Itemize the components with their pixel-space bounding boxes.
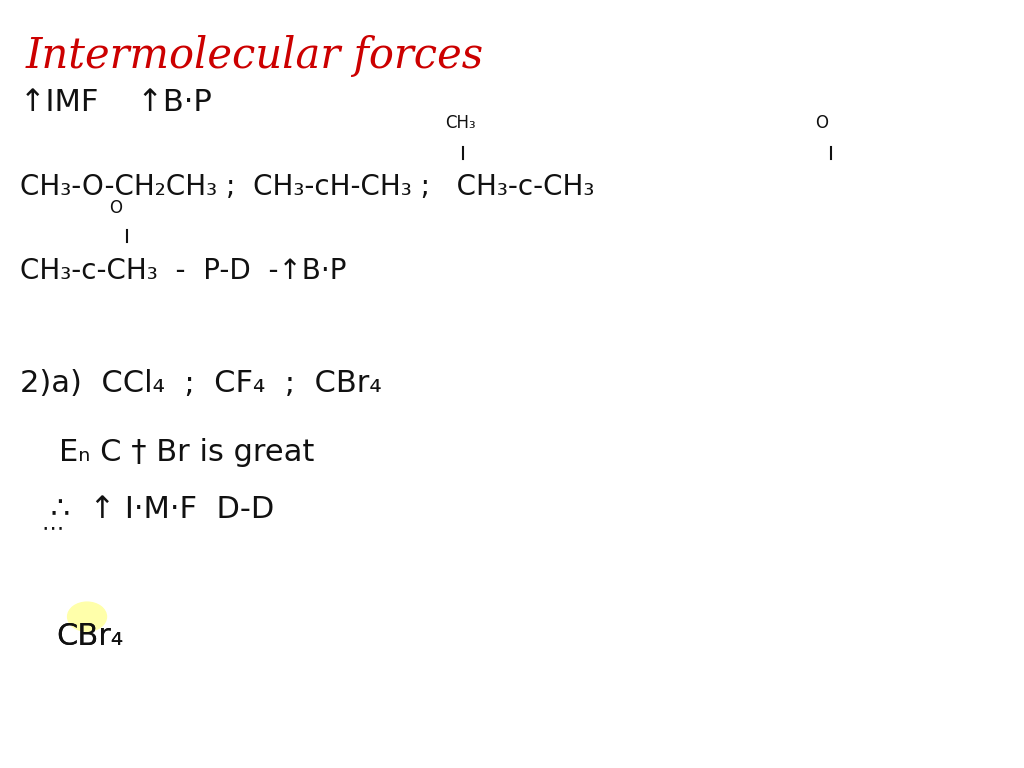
Text: CH₃-O-CH₂CH₃ ;  CH₃-cH-CH₃ ;   CH₃-c-CH₃: CH₃-O-CH₂CH₃ ; CH₃-cH-CH₃ ; CH₃-c-CH₃ bbox=[20, 173, 595, 200]
Text: CBr₄: CBr₄ bbox=[56, 622, 124, 651]
Text: CH₃: CH₃ bbox=[445, 114, 476, 132]
Text: Intermolecular forces: Intermolecular forces bbox=[26, 35, 483, 77]
Text: O: O bbox=[815, 114, 828, 132]
Text: ⋯: ⋯ bbox=[41, 518, 63, 538]
Text: O: O bbox=[110, 199, 123, 217]
Text: CBr₄: CBr₄ bbox=[56, 622, 124, 651]
Text: CH₃-c-CH₃  -  P-D  -↑B·P: CH₃-c-CH₃ - P-D -↑B·P bbox=[20, 257, 347, 285]
Text: 2)a)  CCl₄  ;  CF₄  ;  CBr₄: 2)a) CCl₄ ; CF₄ ; CBr₄ bbox=[20, 369, 382, 398]
Text: Eₙ C † Br is great: Eₙ C † Br is great bbox=[20, 438, 314, 467]
Ellipse shape bbox=[68, 602, 106, 631]
Text: ∴  ↑ I·M·F  D-D: ∴ ↑ I·M·F D-D bbox=[41, 495, 274, 525]
Text: ↑IMF    ↑B·P: ↑IMF ↑B·P bbox=[20, 88, 212, 118]
